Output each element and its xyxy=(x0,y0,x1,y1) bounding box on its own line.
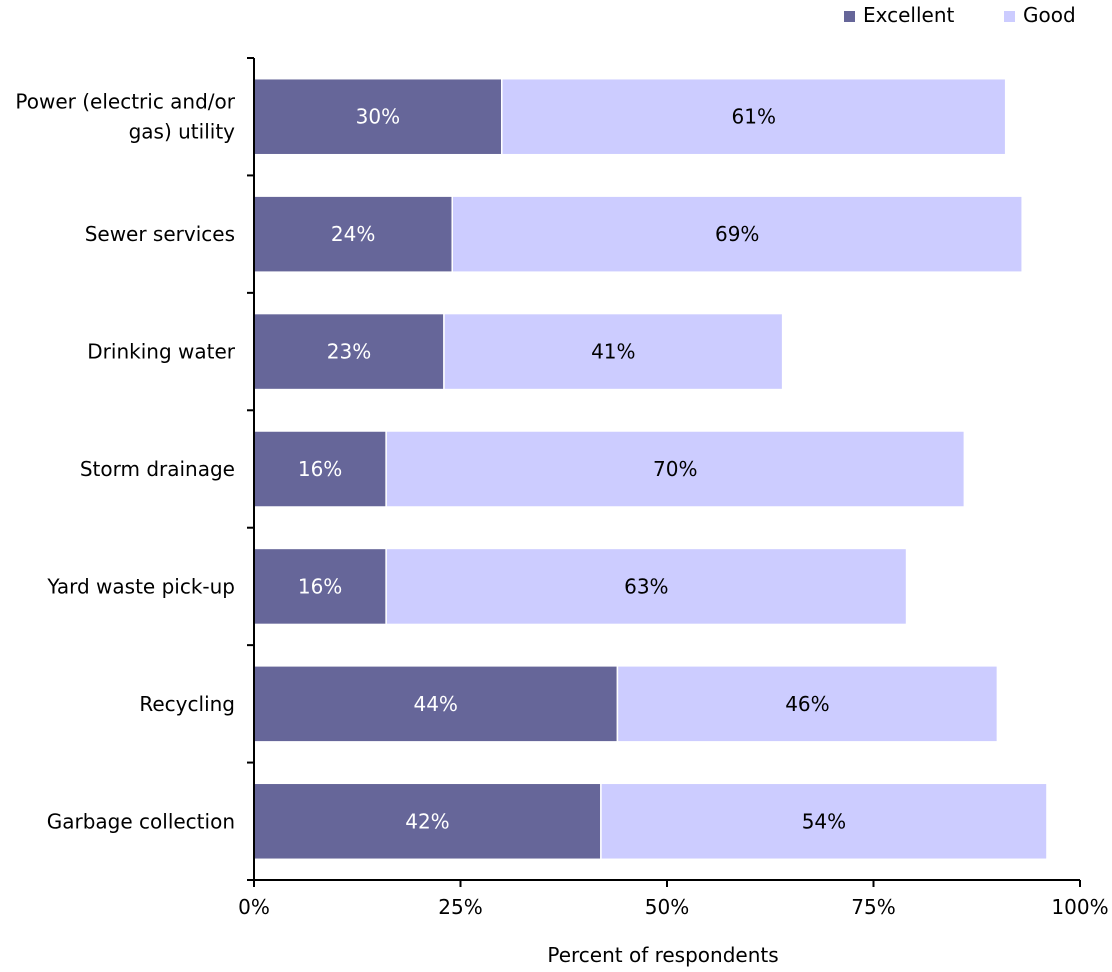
data-label-excellent-6: 42% xyxy=(405,809,449,833)
data-label-excellent-0: 30% xyxy=(356,105,400,129)
data-label-excellent-2: 23% xyxy=(327,340,371,364)
bar-excellent-0 xyxy=(253,77,503,156)
bar-good-5 xyxy=(616,665,999,743)
x-tick-label-1: 25% xyxy=(438,895,482,919)
category-label-3-0: Storm drainage xyxy=(80,457,235,481)
data-label-excellent-5: 44% xyxy=(413,692,457,716)
category-label-0-1: gas) utility xyxy=(129,120,236,144)
x-tick-label-0: 0% xyxy=(238,895,270,919)
bar-excellent-3 xyxy=(253,430,387,508)
category-label-4-0: Yard waste pick-up xyxy=(46,574,235,598)
data-label-good-3: 70% xyxy=(653,457,697,481)
bar-excellent-2 xyxy=(253,312,445,391)
bar-excellent-6 xyxy=(253,782,602,861)
bars-area xyxy=(253,77,1048,861)
x-tick-label-2: 50% xyxy=(645,895,689,919)
legend-label-good: Good xyxy=(1023,3,1076,27)
x-tick-label-3: 75% xyxy=(851,895,895,919)
x-axis-title: Percent of respondents xyxy=(547,943,778,967)
category-label-5-0: Recycling xyxy=(139,692,235,716)
category-label-0-0: Power (electric and/or xyxy=(15,90,235,114)
data-label-good-5: 46% xyxy=(785,692,829,716)
x-tick-label-4: 100% xyxy=(1051,895,1108,919)
legend-swatch-excellent xyxy=(844,11,855,22)
legend-swatch-good xyxy=(1004,11,1015,22)
bar-good-4 xyxy=(385,547,908,626)
bar-good-0 xyxy=(501,77,1007,156)
category-label-2-0: Drinking water xyxy=(87,340,235,364)
data-label-good-0: 61% xyxy=(732,105,776,129)
bar-good-3 xyxy=(385,430,966,508)
data-label-excellent-4: 16% xyxy=(298,574,342,598)
data-label-good-1: 69% xyxy=(715,222,759,246)
bar-good-6 xyxy=(600,782,1048,861)
category-labels: Power (electric and/or gas) utility Sewer … xyxy=(15,90,235,834)
data-label-good-6: 54% xyxy=(802,809,846,833)
legend-label-excellent: Excellent xyxy=(863,3,955,27)
bar-good-2 xyxy=(443,312,784,391)
category-label-1-0: Sewer services xyxy=(85,222,235,246)
data-label-excellent-1: 24% xyxy=(331,222,375,246)
data-label-good-2: 41% xyxy=(591,340,635,364)
data-label-good-4: 63% xyxy=(624,574,668,598)
legend: Excellent Good xyxy=(844,3,1076,27)
axes: 0% 25% 50% 75% 100% xyxy=(238,57,1109,919)
data-label-excellent-3: 16% xyxy=(298,457,342,481)
bar-excellent-1 xyxy=(253,195,453,273)
data-labels: 30% 61% 24% 69% 23% 41% 16% 70% 16% 63% 44% 46% 42% 5… xyxy=(298,105,846,834)
bar-good-1 xyxy=(451,195,1023,273)
category-label-6-0: Garbage collection xyxy=(47,809,235,833)
